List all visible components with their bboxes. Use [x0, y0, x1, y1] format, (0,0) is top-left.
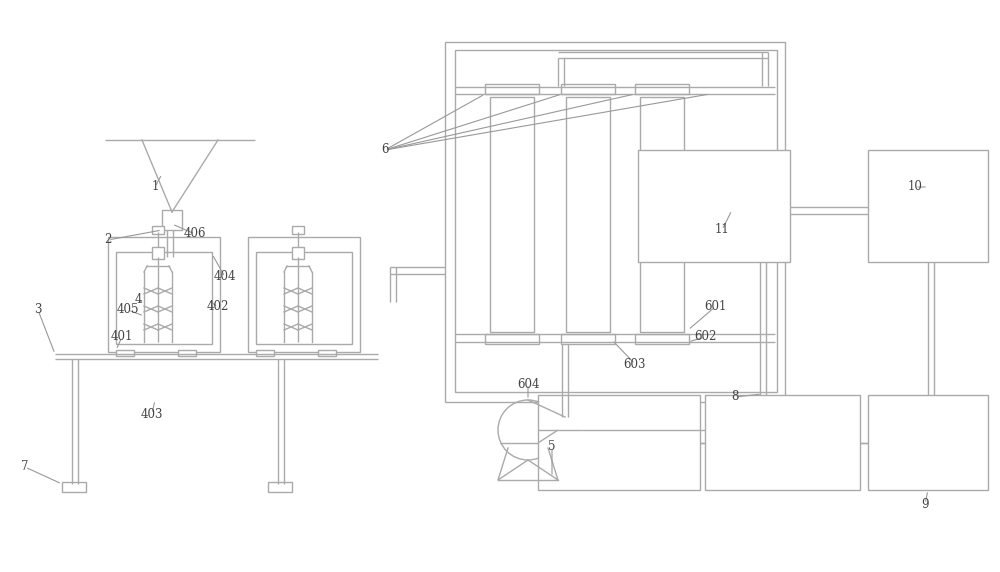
Bar: [868, 395, 988, 490]
Bar: [256, 252, 352, 344]
Bar: [116, 350, 134, 356]
Text: 2: 2: [104, 233, 112, 247]
Bar: [62, 482, 86, 492]
Bar: [868, 150, 988, 262]
Text: 6: 6: [381, 144, 389, 157]
Bar: [162, 210, 182, 230]
Bar: [152, 247, 164, 259]
Text: 601: 601: [704, 300, 726, 313]
Bar: [256, 350, 274, 356]
Text: 8: 8: [731, 391, 739, 403]
Bar: [455, 50, 777, 392]
Text: 1: 1: [151, 181, 159, 193]
Text: 405: 405: [117, 304, 139, 316]
Bar: [292, 226, 304, 234]
Bar: [490, 97, 534, 332]
Text: 7: 7: [21, 460, 29, 474]
Text: 403: 403: [141, 407, 163, 420]
Bar: [178, 350, 196, 356]
Bar: [445, 42, 785, 402]
Bar: [248, 237, 360, 352]
Text: 401: 401: [111, 331, 133, 344]
Bar: [561, 84, 615, 94]
Bar: [635, 334, 689, 344]
Text: 603: 603: [624, 358, 646, 371]
Bar: [561, 334, 615, 344]
Text: 3: 3: [34, 304, 42, 316]
Bar: [485, 334, 539, 344]
Text: 406: 406: [184, 228, 206, 240]
Bar: [268, 482, 292, 492]
Bar: [318, 350, 336, 356]
Bar: [116, 252, 212, 344]
Text: 604: 604: [517, 378, 539, 391]
Text: 402: 402: [207, 300, 229, 313]
Bar: [292, 247, 304, 259]
Text: 404: 404: [214, 271, 236, 284]
Text: 11: 11: [715, 224, 729, 236]
Bar: [705, 395, 860, 490]
Bar: [538, 395, 700, 490]
Bar: [566, 97, 610, 332]
Text: 602: 602: [694, 331, 716, 344]
Text: 9: 9: [921, 498, 929, 510]
Bar: [640, 97, 684, 332]
Bar: [635, 84, 689, 94]
Bar: [152, 226, 164, 234]
Bar: [485, 84, 539, 94]
Bar: [638, 150, 790, 262]
Bar: [108, 237, 220, 352]
Text: 5: 5: [548, 440, 556, 454]
Text: 4: 4: [134, 293, 142, 307]
Text: 10: 10: [908, 181, 922, 193]
